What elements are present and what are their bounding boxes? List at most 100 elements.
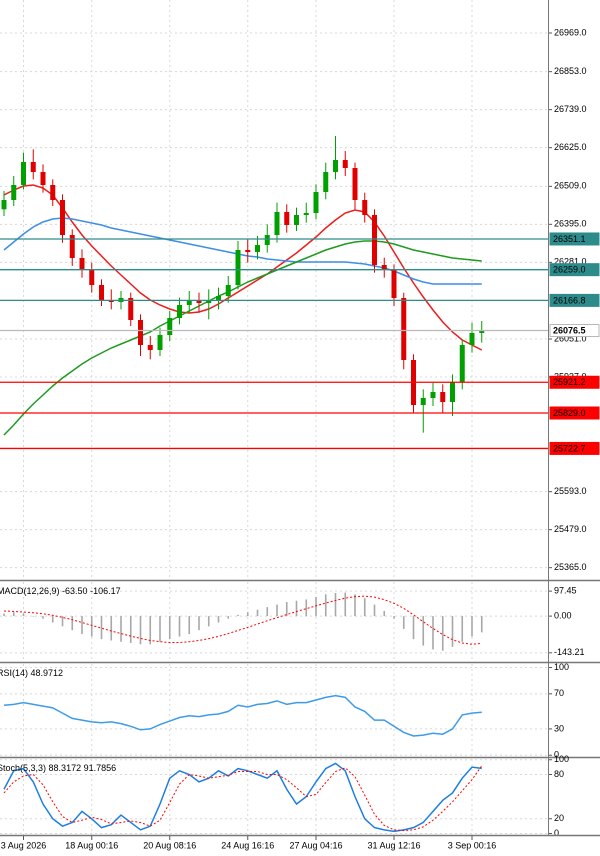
- histogram-bar: [207, 616, 210, 627]
- histogram-bar: [188, 616, 191, 635]
- candle-body: [430, 392, 436, 398]
- candle-body: [138, 320, 143, 345]
- y-tick-label: 70: [554, 688, 564, 698]
- panel: [0, 582, 548, 662]
- y-tick-label: 26853.0: [554, 66, 587, 76]
- candle-body: [459, 345, 465, 382]
- histogram-bar: [315, 596, 317, 617]
- histogram-bar: [305, 599, 308, 617]
- level-label: 26076.5: [553, 325, 586, 335]
- y-tick-label: 20: [554, 813, 564, 823]
- candle-body: [274, 212, 280, 235]
- y-tick-label: 26739.0: [554, 104, 587, 114]
- candle-body: [40, 172, 46, 185]
- histogram-bar: [178, 616, 181, 637]
- level-label: 25921.2: [553, 377, 586, 387]
- candle-body: [303, 213, 309, 215]
- y-tick-label: 26395.0: [554, 219, 587, 229]
- histogram-bar: [373, 604, 376, 617]
- level-label: 25829.0: [553, 408, 586, 418]
- level-box: [549, 441, 600, 455]
- candle-body: [352, 168, 358, 200]
- histogram-bar: [461, 616, 464, 642]
- histogram-bar: [354, 594, 356, 617]
- candle-body: [245, 250, 251, 252]
- histogram-bar: [324, 594, 327, 617]
- panel-title: RSI(14) 48.9712: [0, 668, 63, 678]
- panel: [0, 759, 548, 835]
- y-tick-label: 0: [554, 828, 559, 838]
- panel-readout: -63.50: [62, 586, 88, 596]
- candle-body: [147, 345, 153, 350]
- candle-body: [420, 398, 426, 405]
- series-line: [3, 595, 482, 645]
- histogram-bar: [120, 616, 122, 642]
- candle-body: [440, 392, 446, 402]
- panel-readout: 48.9712: [31, 668, 64, 678]
- histogram-bar: [422, 616, 425, 646]
- candle-body: [79, 258, 85, 270]
- series-line: [3, 762, 482, 833]
- histogram-bar: [90, 616, 93, 637]
- histogram-bar: [159, 616, 161, 642]
- candle-body: [69, 235, 75, 258]
- histogram-bar: [363, 598, 366, 617]
- level-box: [549, 232, 600, 246]
- series-line: [3, 240, 482, 436]
- histogram-bar: [149, 616, 152, 645]
- candle-body: [372, 215, 377, 265]
- level-label: 26166.8: [553, 295, 586, 305]
- histogram-bar: [285, 602, 288, 617]
- histogram-bar: [266, 607, 269, 617]
- histogram-bar: [256, 609, 259, 617]
- y-tick-label: 97.45: [554, 585, 577, 595]
- candle-body: [216, 296, 221, 300]
- histogram-bar: [344, 592, 347, 617]
- candle-body: [255, 245, 260, 252]
- histogram-bar: [480, 616, 483, 633]
- histogram-bar: [12, 612, 15, 617]
- panel: [0, 0, 548, 580]
- histogram-bar: [3, 613, 5, 617]
- y-tick-label: 30: [554, 723, 564, 733]
- candle-body: [391, 270, 397, 298]
- panel-title-name: RSI(14): [0, 668, 28, 678]
- level-label: 26259.0: [553, 265, 586, 275]
- y-tick-label: 0.00: [554, 610, 572, 620]
- histogram-bar: [110, 616, 113, 641]
- histogram-bar: [393, 616, 395, 619]
- candle-body: [401, 298, 407, 360]
- candle-body: [342, 160, 348, 168]
- y-tick-label: 26625.0: [554, 142, 587, 152]
- histogram-bar: [471, 616, 473, 637]
- y-tick-label: 25479.0: [554, 524, 587, 534]
- histogram-bar: [51, 616, 54, 623]
- candle-body: [186, 300, 192, 305]
- candle-body: [206, 300, 212, 303]
- level-box: [549, 406, 600, 420]
- candle-body: [99, 285, 104, 300]
- histogram-bar: [42, 616, 44, 619]
- x-tick-label: 31 Aug 12:16: [367, 840, 420, 850]
- y-tick-label: 25593.0: [554, 486, 587, 496]
- histogram-bar: [22, 613, 25, 617]
- histogram-bar: [295, 600, 298, 617]
- candle-body: [128, 298, 134, 320]
- level-label: 25722.7: [553, 443, 586, 453]
- histogram-bar: [168, 616, 171, 640]
- histogram-bar: [276, 604, 278, 617]
- panel-title-name: Stoch(5,3,3): [0, 763, 46, 773]
- histogram-bar: [139, 616, 142, 645]
- panel-readout: -106.17: [90, 586, 121, 596]
- histogram-bar: [198, 616, 200, 631]
- candle-body: [196, 300, 202, 303]
- histogram-bar: [227, 616, 230, 619]
- histogram-bar: [61, 616, 64, 627]
- candle-body: [313, 192, 319, 213]
- candle-body: [167, 318, 173, 335]
- candle-body: [294, 215, 299, 225]
- y-tick-label: 26969.0: [554, 27, 587, 37]
- candle-body: [450, 382, 455, 402]
